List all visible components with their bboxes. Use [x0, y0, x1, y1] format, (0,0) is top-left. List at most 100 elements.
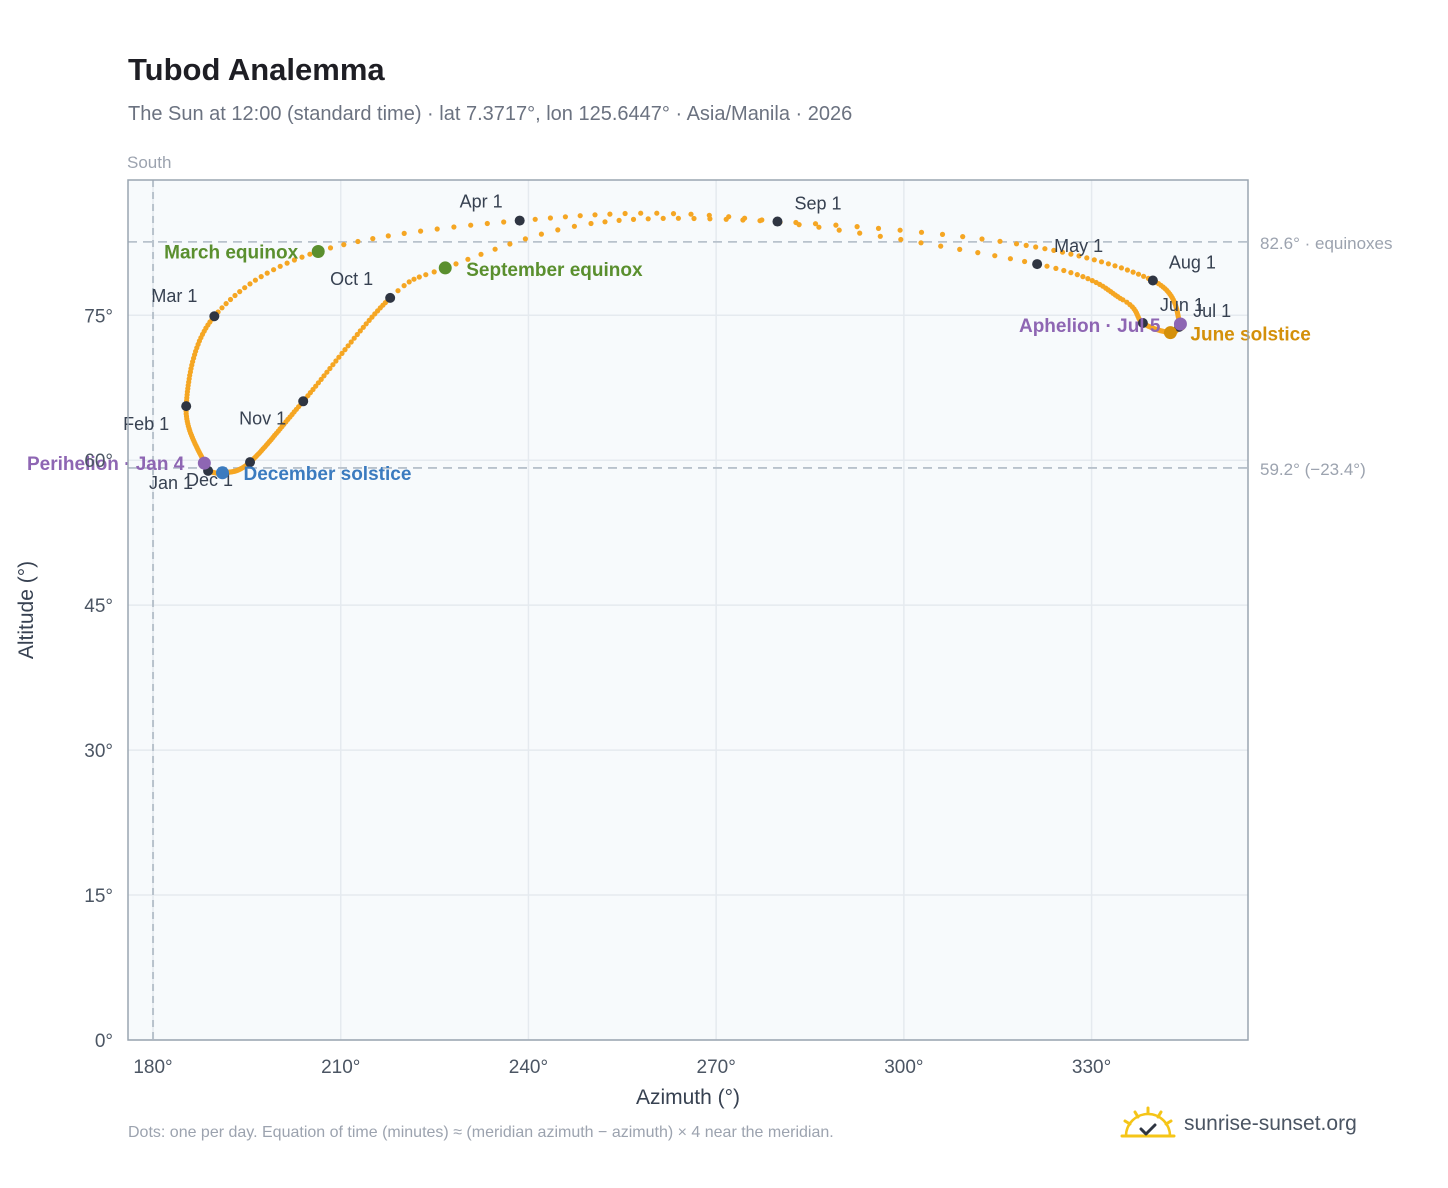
daily-dot [348, 339, 354, 345]
daily-dot [327, 365, 333, 372]
month-label-may-1: May 1 [1054, 236, 1103, 256]
daily-dot [411, 276, 417, 282]
daily-dot [607, 211, 613, 217]
daily-dot [1059, 249, 1066, 255]
event-marker-september-equinox [438, 261, 452, 275]
daily-dot [258, 274, 264, 280]
daily-dot [1085, 276, 1091, 282]
daily-dot [507, 241, 513, 247]
month-marker-jun-1 [1137, 318, 1148, 329]
daily-dot [740, 217, 746, 223]
x-axis-label: Azimuth (°) [636, 1086, 740, 1109]
daily-dot [538, 231, 545, 237]
daily-dot [219, 305, 225, 311]
daily-dot [1053, 265, 1059, 271]
event-marker-june-solstice [1163, 326, 1177, 340]
event-marker-aphelion-jul-5 [1173, 317, 1187, 331]
daily-dot [1074, 272, 1080, 278]
month-label-mar-1: Mar 1 [151, 286, 197, 306]
daily-dot [478, 251, 484, 257]
daily-dot [833, 222, 839, 228]
daily-dot [227, 296, 234, 303]
daily-dot [434, 226, 440, 232]
x-tick-label: 180° [133, 1057, 172, 1078]
daily-dot [242, 285, 248, 291]
month-label-nov-1: Nov 1 [239, 408, 286, 428]
daily-dot [247, 281, 253, 287]
daily-dot [354, 331, 360, 338]
daily-dot [688, 211, 694, 217]
daily-dot [1105, 261, 1111, 267]
daily-dot [237, 289, 243, 295]
brand-name: sunrise-sunset.org [1184, 1112, 1357, 1135]
reference-lines: South 82.6° · equinoxes 59.2° (−23.4°) [127, 153, 1393, 1040]
daily-dot [342, 347, 348, 353]
daily-dot [1089, 278, 1095, 284]
daily-dot [577, 213, 583, 219]
daily-dot [1033, 244, 1039, 250]
daily-dot [897, 227, 903, 233]
daily-dot [975, 250, 981, 256]
daily-dot [691, 215, 697, 222]
daily-dot [277, 263, 283, 269]
reference-line-label: 82.6° · equinoxes [1260, 234, 1393, 253]
daily-dot [602, 219, 608, 225]
daily-dot [484, 220, 490, 227]
daily-dot [1051, 247, 1057, 253]
daily-dot [468, 222, 474, 228]
meridian-label: South [127, 153, 171, 172]
daily-dot [997, 238, 1003, 244]
daily-dot [271, 267, 277, 273]
daily-dot [1044, 263, 1050, 269]
daily-dot [836, 227, 842, 233]
daily-dot [654, 210, 660, 216]
daily-dot [395, 288, 401, 294]
event-label-aphelion-jul-5: Aphelion · Jul 5 [1019, 316, 1161, 337]
event-marker-march-equinox [311, 245, 325, 259]
daily-dot [854, 224, 860, 230]
y-tick-label: 15° [84, 886, 113, 907]
reference-line-label: 59.2° (−23.4°) [1260, 460, 1366, 479]
daily-dot [339, 350, 345, 356]
daily-dot [645, 216, 651, 222]
daily-dot [264, 270, 270, 276]
daily-dot [330, 362, 336, 368]
daily-dot [1112, 263, 1118, 269]
daily-dot [451, 224, 457, 230]
daily-dot [918, 229, 925, 235]
daily-dot [501, 219, 507, 225]
month-marker-apr-1 [514, 215, 525, 226]
daily-dot [877, 233, 883, 239]
plot-area [128, 180, 1248, 1040]
daily-dot [355, 238, 361, 245]
y-tick-label: 0° [95, 1031, 113, 1052]
daily-dot [660, 215, 666, 221]
daily-dot [1135, 271, 1142, 277]
month-label-feb-1: Feb 1 [123, 414, 169, 434]
daily-dot [492, 246, 498, 252]
brand[interactable]: sunrise-sunset.org [1120, 1102, 1357, 1146]
event-marker-perihelion-jan-4 [197, 456, 211, 470]
daily-dot [1023, 242, 1029, 248]
daily-dot [547, 215, 554, 221]
daily-dot [401, 230, 407, 236]
daily-dot [321, 373, 327, 379]
daily-dot [1068, 251, 1074, 257]
daily-dot [416, 274, 422, 280]
daily-dot [401, 283, 407, 289]
sun-logo-icon [1120, 1106, 1176, 1138]
daily-dot [366, 317, 372, 323]
y-tick-label: 45° [84, 596, 113, 617]
month-marker-dec-1 [245, 457, 256, 468]
daily-dot [1076, 253, 1082, 259]
daily-dot [453, 261, 459, 267]
daily-dot [816, 224, 822, 230]
daily-dot [757, 218, 763, 224]
page-subtitle: The Sun at 12:00 (standard time) · lat 7… [128, 103, 853, 125]
daily-dot [939, 231, 946, 237]
axis-ticks: 180° 210° 240° 270° 300° 330° 0° 15° 30° 45° 60° 75… [84, 306, 1111, 1078]
daily-dot [793, 219, 799, 226]
daily-dot [327, 245, 334, 251]
month-marker-sep-1 [772, 216, 783, 227]
